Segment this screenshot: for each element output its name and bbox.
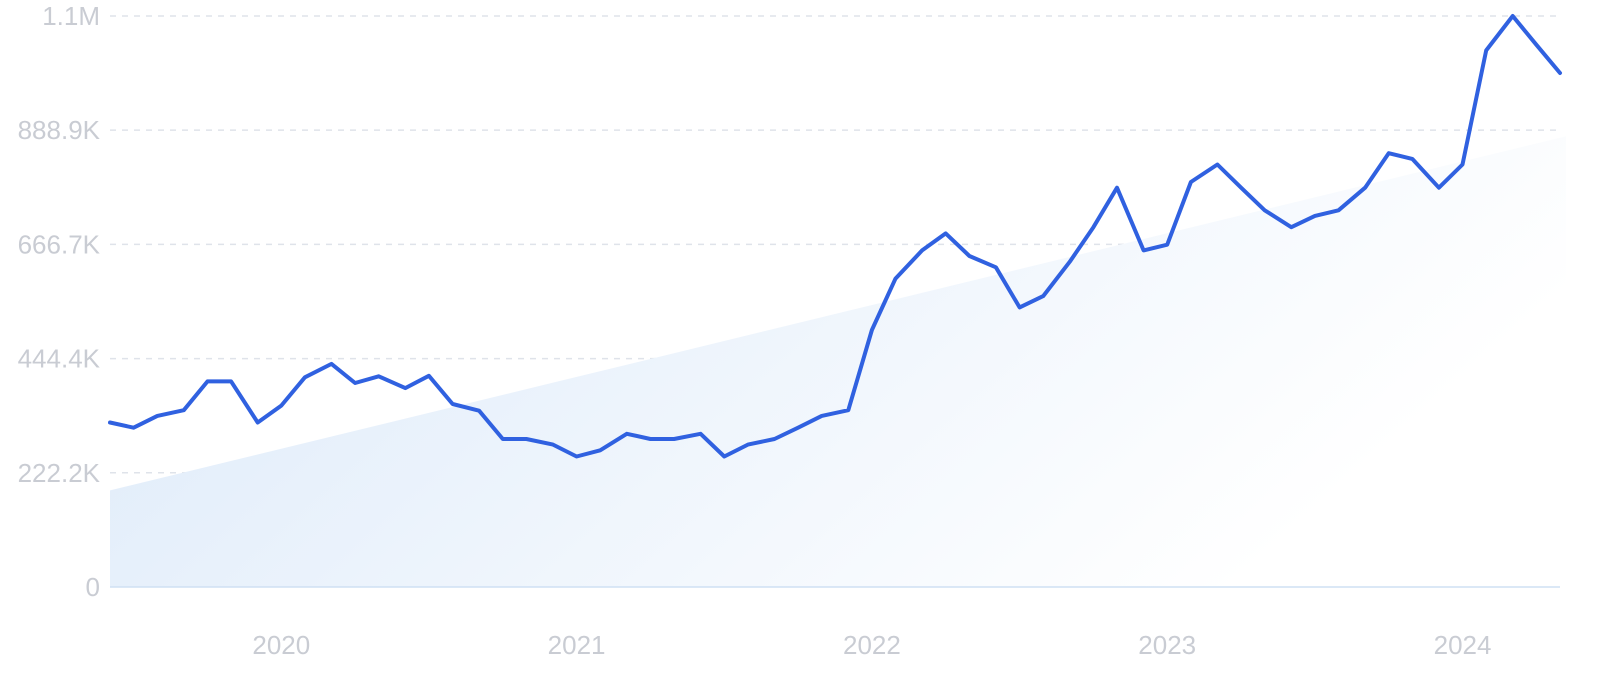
x-tick-label: 2024 bbox=[1434, 630, 1492, 660]
y-tick-label: 222.2K bbox=[18, 458, 101, 488]
y-tick-label: 0 bbox=[86, 572, 100, 602]
x-tick-label: 2021 bbox=[548, 630, 606, 660]
y-tick-label: 888.9K bbox=[18, 115, 101, 145]
x-tick-label: 2023 bbox=[1138, 630, 1196, 660]
series-line-0 bbox=[108, 14, 1562, 459]
x-tick-label: 2020 bbox=[252, 630, 310, 660]
trend-area-fill bbox=[110, 136, 1566, 587]
y-tick-label: 1.1M bbox=[42, 1, 100, 31]
x-tick-label: 2022 bbox=[843, 630, 901, 660]
y-tick-label: 666.7K bbox=[18, 229, 101, 259]
trend-area bbox=[110, 136, 1566, 587]
x-axis-ticks: 2020 2021 2022 2023 2024 bbox=[252, 630, 1491, 660]
y-axis-ticks: 0 222.2K 444.4K 666.7K 888.9K 1.1M bbox=[18, 1, 101, 602]
y-tick-label: 444.4K bbox=[18, 344, 101, 374]
series-group bbox=[108, 14, 1562, 459]
